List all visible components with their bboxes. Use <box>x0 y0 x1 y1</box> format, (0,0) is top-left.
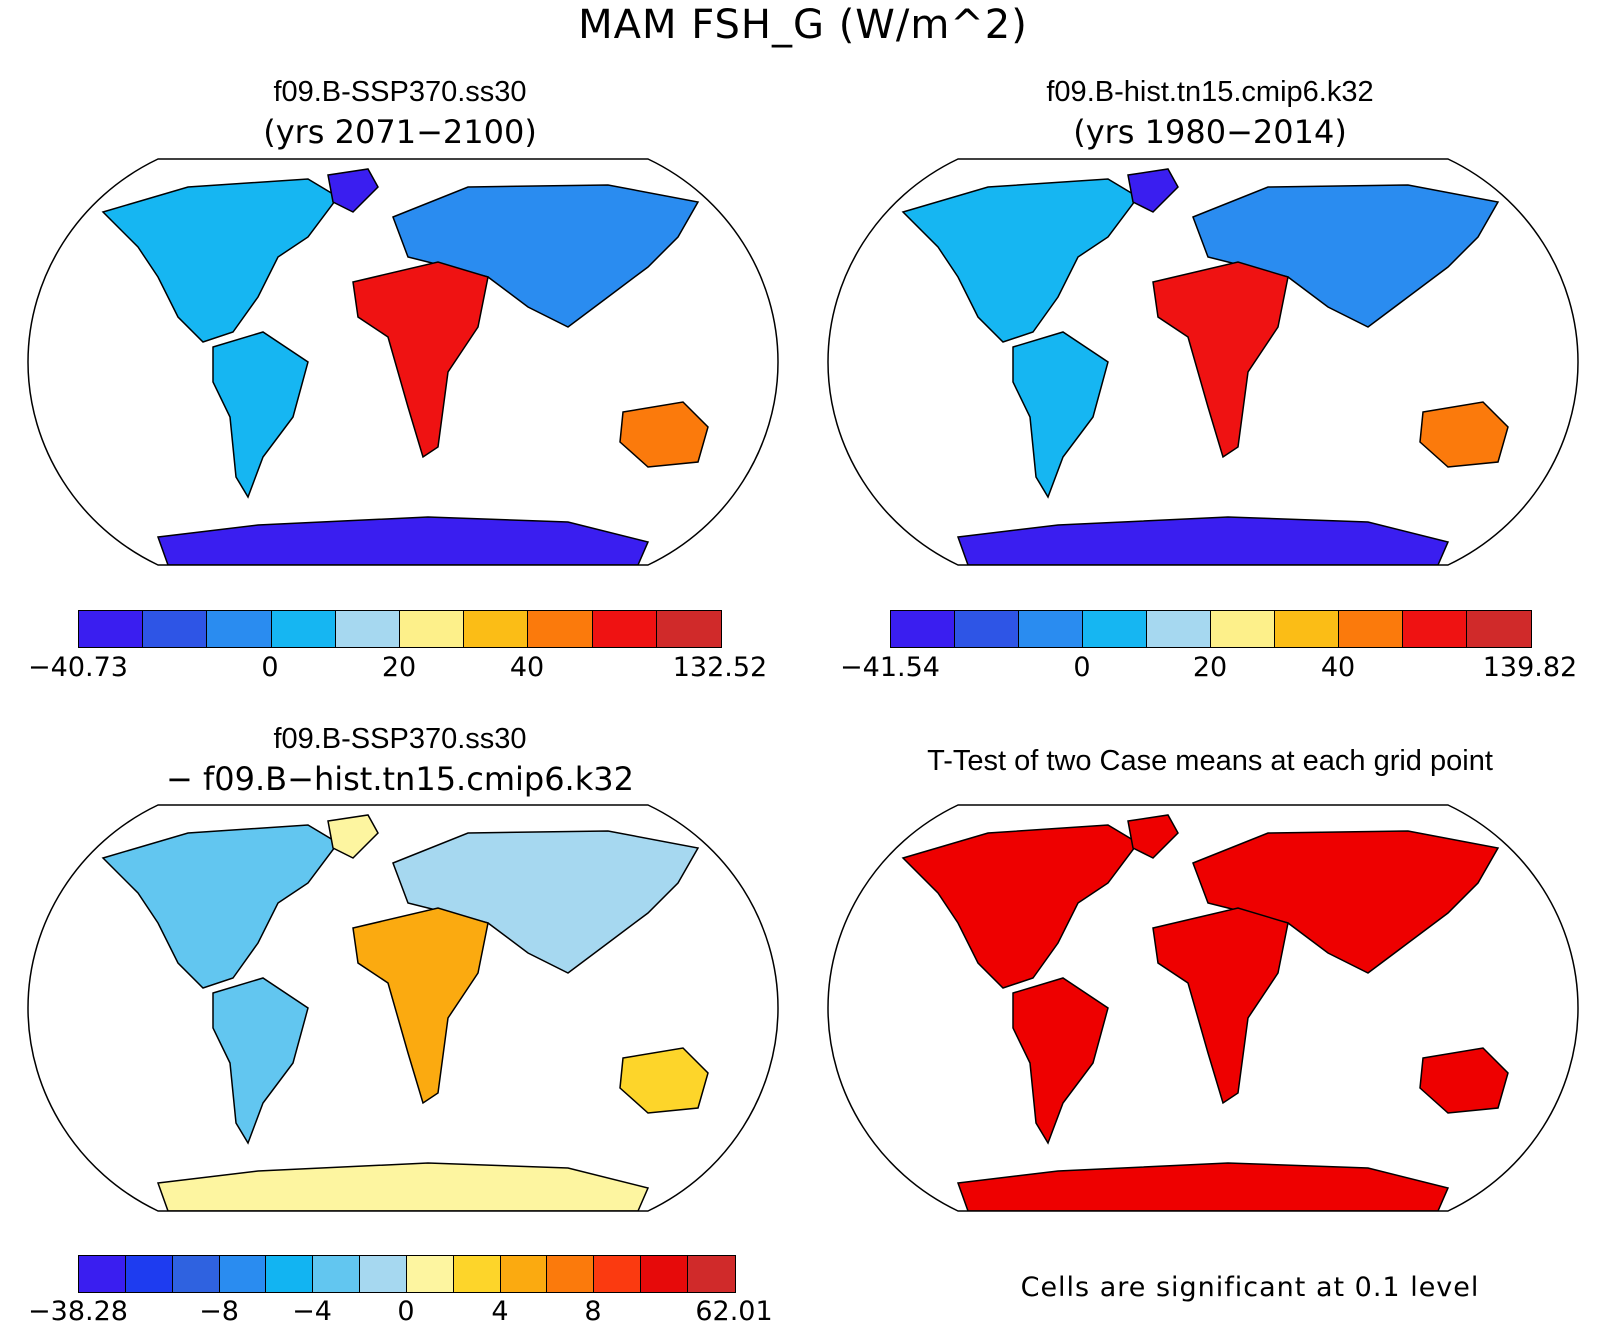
colorbar-swatch <box>592 611 657 647</box>
colorbar-swatch <box>891 611 955 647</box>
colorbar-swatch <box>143 611 208 647</box>
map-frame <box>827 804 1579 1212</box>
map-frame <box>27 158 779 566</box>
map-frame <box>827 158 1579 566</box>
significance-note: Cells are significant at 0.1 level <box>1020 1272 1480 1303</box>
colorbar-swatch <box>500 1256 548 1292</box>
landmass-greenland <box>1127 168 1179 213</box>
panel1-subtitle: (yrs 2071−2100) <box>263 113 537 151</box>
panel4-title: T-Test of two Case means at each grid po… <box>927 745 1493 777</box>
colorbar-swatch <box>207 611 272 647</box>
landmass-africa <box>352 907 489 1105</box>
panel2-title: f09.B-hist.tn15.cmip6.k32 <box>1046 76 1374 108</box>
panel1-title: f09.B-SSP370.ss30 <box>273 76 527 108</box>
colorbar-swatch <box>399 611 465 647</box>
landmass-northAmerica <box>901 824 1140 989</box>
panel1-map <box>27 158 779 566</box>
landmass-northAmerica <box>101 178 340 343</box>
panel2-tick-1: 0 <box>1073 652 1091 683</box>
landmass-northAmerica <box>101 824 340 989</box>
colorbar-swatch <box>219 1256 267 1292</box>
map-frame <box>27 804 779 1212</box>
colorbar-swatch <box>79 1256 126 1292</box>
panel2-map <box>827 158 1579 566</box>
landmass-antarctica <box>156 516 650 565</box>
landmass-southAmerica <box>212 331 309 499</box>
panel3-tick-1: −8 <box>199 1296 239 1327</box>
colorbar-swatch <box>1467 611 1531 647</box>
colorbar-swatch <box>955 611 1019 647</box>
colorbar-swatch <box>1339 611 1403 647</box>
panel3-tick-6: 62.01 <box>695 1296 773 1327</box>
landmass-australia <box>619 401 709 468</box>
landmass-greenland <box>327 168 379 213</box>
panel1-tick-0: −40.73 <box>28 652 128 683</box>
panel3-tick-0: −38.28 <box>28 1296 128 1327</box>
landmass-southAmerica <box>212 977 309 1145</box>
panel1-colorbar <box>78 610 722 648</box>
panel3-colorbar-ticks: −38.28 −8 −4 0 4 8 62.01 <box>28 1296 773 1327</box>
landmass-australia <box>1419 401 1509 468</box>
colorbar-swatch <box>1019 611 1083 647</box>
colorbar-swatch <box>528 611 593 647</box>
colorbar-swatch <box>335 611 400 647</box>
panel3-map <box>27 804 779 1212</box>
colorbar-swatch <box>453 1256 501 1292</box>
landmass-southAmerica <box>1012 331 1109 499</box>
landmass-antarctica <box>956 1162 1450 1211</box>
panel4-map <box>827 804 1579 1212</box>
colorbar-swatch <box>687 1256 735 1292</box>
landmass-antarctica <box>956 516 1450 565</box>
colorbar-swatch <box>547 1256 595 1292</box>
panel2-tick-3: 40 <box>1320 652 1356 683</box>
panel2-colorbar <box>890 610 1532 648</box>
colorbar-swatch <box>1083 611 1147 647</box>
panel2-colorbar-ticks: −41.54 0 20 40 139.82 <box>840 652 1577 686</box>
colorbar-swatch <box>641 1256 688 1292</box>
panel1-colorbar-ticks: −40.73 0 20 40 132.52 <box>28 652 767 686</box>
panel3-tick-5: 8 <box>584 1296 602 1327</box>
landmass-northAmerica <box>901 178 1140 343</box>
panel2-subtitle: (yrs 1980−2014) <box>1073 113 1347 151</box>
panel1-tick-3: 40 <box>509 652 545 683</box>
colorbar-swatch <box>271 611 336 647</box>
panel1-tick-1: 0 <box>261 652 279 683</box>
colorbar-swatch <box>172 1256 220 1292</box>
landmass-australia <box>1419 1047 1509 1114</box>
colorbar-swatch <box>1211 611 1275 647</box>
colorbar-swatch <box>125 1256 173 1292</box>
figure-title: MAM FSH_G (W/m^2) <box>578 2 1028 48</box>
panel2-tick-4: 139.82 <box>1482 652 1578 683</box>
colorbar-swatch <box>464 611 529 647</box>
landmass-africa <box>352 261 489 459</box>
panel1-tick-4: 132.52 <box>672 652 768 683</box>
colorbar-swatch <box>406 1256 454 1292</box>
colorbar-swatch <box>266 1256 314 1292</box>
landmass-southAmerica <box>1012 977 1109 1145</box>
panel3-colorbar <box>78 1255 736 1293</box>
panel2-tick-2: 20 <box>1192 652 1228 683</box>
colorbar-swatch <box>594 1256 642 1292</box>
landmass-africa <box>1152 907 1289 1105</box>
panel3-tick-3: 0 <box>397 1296 415 1327</box>
colorbar-swatch <box>1275 611 1339 647</box>
colorbar-swatch <box>79 611 144 647</box>
panel1-tick-2: 20 <box>381 652 417 683</box>
panel3-tick-2: −4 <box>292 1296 332 1327</box>
colorbar-swatch <box>360 1256 407 1292</box>
colorbar-swatch <box>1147 611 1211 647</box>
landmass-antarctica <box>156 1162 650 1211</box>
panel3-title: f09.B-SSP370.ss30 <box>273 723 527 755</box>
landmass-greenland <box>1127 814 1179 859</box>
colorbar-swatch <box>313 1256 361 1292</box>
panel2-tick-0: −41.54 <box>840 652 940 683</box>
landmass-greenland <box>327 814 379 859</box>
colorbar-swatch <box>1403 611 1467 647</box>
panel3-tick-4: 4 <box>491 1296 509 1327</box>
landmass-australia <box>619 1047 709 1114</box>
landmass-africa <box>1152 261 1289 459</box>
colorbar-swatch <box>656 611 721 647</box>
panel3-subtitle: − f09.B−hist.tn15.cmip6.k32 <box>166 760 634 798</box>
